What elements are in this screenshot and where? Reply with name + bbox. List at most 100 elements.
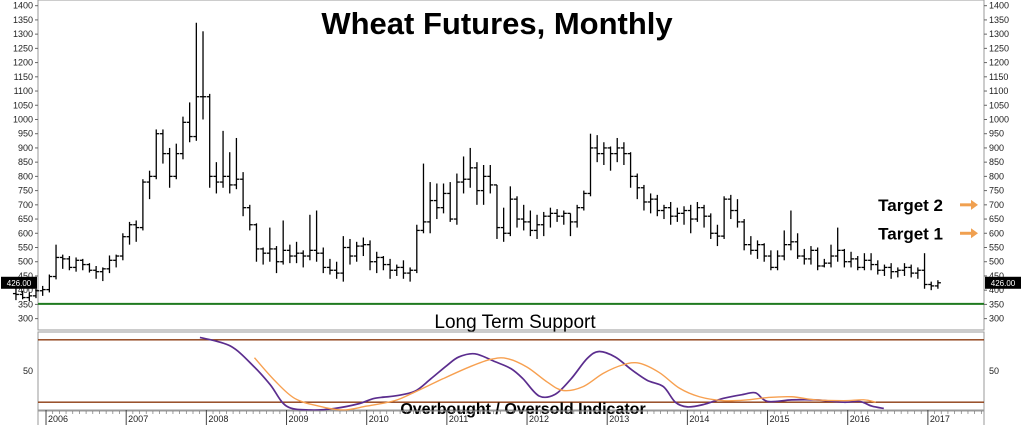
ohlc-bar: [908, 264, 915, 278]
indicator-tick-label: 50: [23, 366, 33, 376]
y-tick-label: 750: [18, 186, 33, 196]
ohlc-bar: [233, 137, 240, 190]
indicator-label: Overbought / Oversold Indicator: [400, 401, 645, 418]
y-tick-label: 350: [18, 299, 33, 309]
ohlc-bar: [146, 170, 153, 200]
ohlc-bar: [627, 152, 634, 188]
ohlc-bar: [346, 238, 353, 265]
ohlc-bar: [360, 237, 367, 257]
ohlc-bar: [580, 190, 587, 211]
ohlc-bar: [59, 254, 66, 269]
y-tick-label: 400: [18, 285, 33, 295]
x-tick-label: 2006: [48, 414, 68, 424]
ohlc-bar: [861, 253, 868, 271]
target-label: Target 1: [878, 224, 943, 243]
ohlc-bar: [53, 244, 60, 280]
ohlc-bar: [640, 184, 647, 211]
ohlc-bar: [894, 267, 901, 278]
ohlc-bar: [881, 264, 888, 276]
ohlc-bar: [614, 137, 621, 163]
target-marker: Target 2: [878, 196, 978, 215]
x-tick-label: 2011: [449, 414, 468, 424]
y-tick-label-right: 450: [989, 271, 1004, 281]
price-tag-box: [985, 276, 1021, 289]
ohlc-bar: [440, 183, 447, 214]
ohlc-bar: [32, 288, 40, 299]
ohlc-bar: [106, 255, 113, 274]
ohlc-bar: [587, 133, 594, 197]
ohlc-bar: [200, 31, 207, 120]
x-tick-label: 2016: [850, 414, 870, 424]
y-tick-label-right: 1400: [989, 1, 1009, 11]
x-tick-label: 2013: [609, 414, 629, 424]
ohlc-bar: [133, 220, 140, 242]
ohlc-bar: [453, 173, 460, 225]
ohlc-bar: [714, 224, 721, 247]
ohlc-bar: [280, 220, 287, 265]
ohlc-bar: [607, 146, 614, 171]
ohlc-bar: [888, 263, 895, 279]
y-tick-label-right: 500: [989, 257, 1004, 267]
y-tick-label-right: 1300: [989, 29, 1009, 39]
x-tick-label: 2007: [128, 414, 148, 424]
ohlc-bar: [113, 254, 120, 268]
ohlc-bar: [701, 204, 708, 228]
y-tick-label-right: 1150: [989, 72, 1008, 82]
ohlc-bar: [868, 253, 875, 271]
y-tick-label: 1350: [13, 15, 33, 25]
ohlc-bar: [687, 204, 694, 234]
ohlc-bar: [460, 156, 467, 194]
ohlc-bar: [253, 223, 260, 262]
y-tick-label: 700: [18, 200, 33, 210]
ohlc-bar: [514, 196, 521, 228]
x-tick-label: 2014: [689, 414, 709, 424]
ohlc-bar: [166, 147, 173, 188]
ohlc-bar: [19, 290, 26, 300]
ohlc-bar: [39, 285, 46, 296]
ohlc-bar: [393, 264, 400, 276]
ohlc-bar: [293, 241, 300, 264]
y-tick-label-right: 1050: [989, 100, 1009, 110]
ohlc-bar: [433, 183, 440, 220]
ohlc-bar: [634, 173, 641, 200]
ohlc-bar: [46, 274, 53, 293]
y-tick-label-right: 700: [989, 200, 1004, 210]
y-tick-label-right: 1100: [989, 86, 1008, 96]
y-tick-label-right: 550: [989, 243, 1004, 253]
y-tick-label-right: 950: [989, 129, 1004, 139]
ohlc-bar: [467, 147, 474, 188]
ohlc-bar: [487, 165, 494, 194]
ohlc-bar: [326, 258, 333, 275]
ohlc-bar: [567, 212, 574, 237]
ohlc-bar: [807, 246, 814, 265]
ohlc-bar: [547, 207, 554, 228]
y-tick-label-right: 750: [989, 186, 1004, 196]
ohlc-bar: [667, 201, 674, 225]
ohlc-bar: [407, 267, 414, 282]
ohlc-bar: [300, 250, 307, 268]
ohlc-bar: [73, 257, 80, 272]
ohlc-bar: [159, 129, 166, 164]
ohlc-bar: [647, 193, 654, 214]
target-label: Target 2: [878, 196, 943, 215]
ohlc-bar: [26, 292, 33, 301]
ohlc-bar: [260, 247, 267, 265]
ohlc-bar: [447, 182, 454, 222]
ohlc-bar: [380, 256, 387, 271]
y-tick-label: 800: [18, 171, 33, 181]
ohlc-bar: [574, 204, 581, 228]
chart-title: Wheat Futures, Monthly: [321, 6, 673, 41]
ohlc-bar: [560, 210, 567, 225]
ohlc-bar: [12, 287, 19, 301]
ohlc-bar: [387, 258, 394, 279]
ohlc-bar: [306, 214, 313, 261]
ohlc-bar: [741, 219, 748, 251]
ohlc-bar: [520, 204, 527, 231]
price-tag-text: 426.00: [991, 279, 1016, 288]
ohlc-bar: [420, 163, 427, 234]
ohlc-bar: [99, 267, 106, 282]
ohlc-bar: [554, 209, 561, 222]
ohlc-bar: [874, 260, 881, 275]
y-tick-label-right: 1000: [989, 114, 1009, 124]
